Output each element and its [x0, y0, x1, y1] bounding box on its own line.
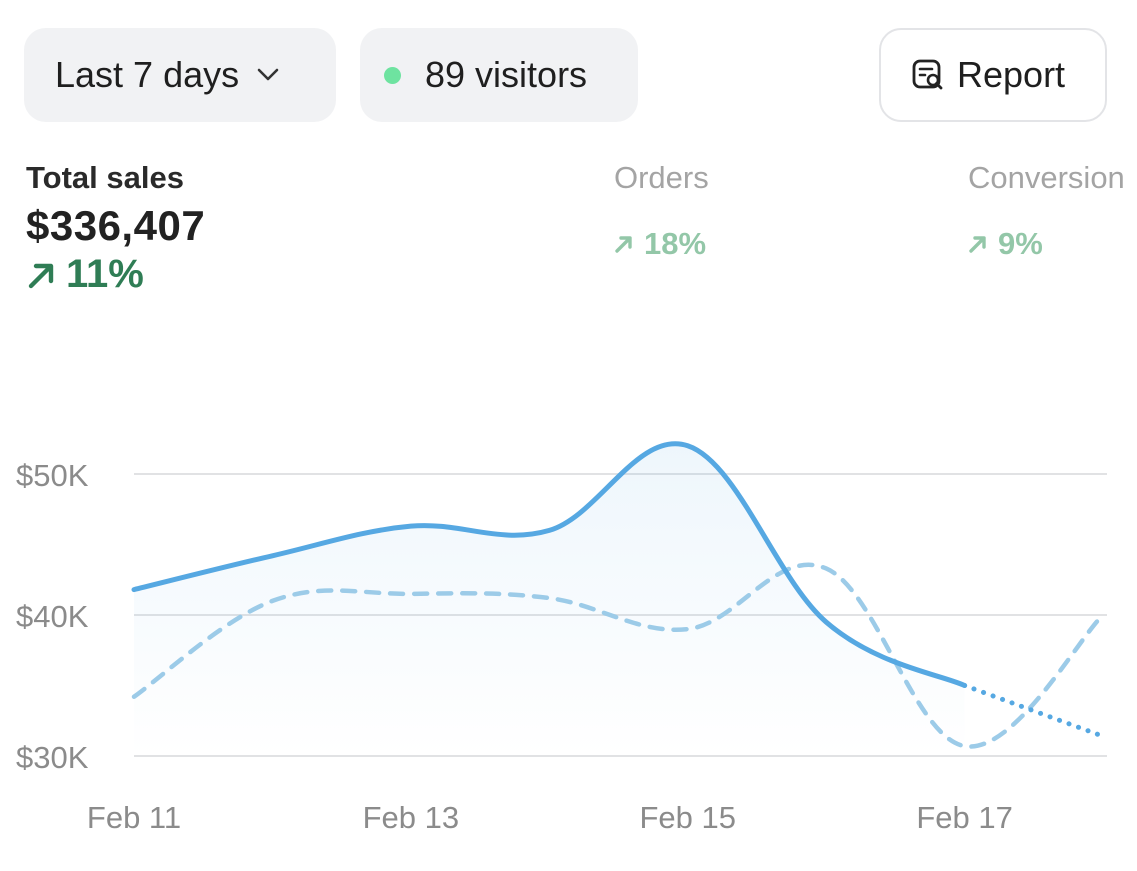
chevron-down-icon — [257, 68, 279, 82]
metric-total-sales[interactable]: Total sales $336,407 11% — [26, 160, 205, 297]
date-range-dropdown[interactable]: Last 7 days — [24, 28, 336, 122]
comparison-series-line — [131, 562, 1106, 749]
sales-line-chart: $50K $40K $30K Feb 11 Feb 13 Feb 15 Feb 17 — [16, 441, 1107, 835]
visitors-badge[interactable]: 89 visitors — [360, 28, 638, 122]
metric-conversion[interactable]: Conversion 9% — [968, 160, 1137, 262]
arrow-up-right-icon — [615, 236, 632, 253]
visitors-count: 89 visitors — [425, 54, 588, 95]
metric-change: 9% — [968, 226, 1137, 262]
metric-value: $336,407 — [26, 202, 206, 249]
metric-label: Orders — [614, 160, 709, 195]
metric-change: 18% — [614, 226, 709, 262]
date-range-label: Last 7 days — [55, 54, 240, 95]
x-tick-label: Feb 13 — [363, 800, 460, 835]
metric-label: Conversion — [968, 160, 1125, 195]
metric-label: Total sales — [26, 160, 184, 195]
metric-change: 11% — [26, 252, 205, 297]
y-tick-label: $40K — [16, 599, 89, 634]
live-dot-icon — [384, 66, 401, 84]
arrow-up-right-icon — [28, 263, 54, 288]
sales-series-area — [134, 443, 965, 756]
y-tick-label: $30K — [16, 740, 89, 775]
report-search-icon — [911, 58, 945, 92]
x-tick-label: Feb 11 — [87, 800, 181, 835]
x-tick-label: Feb 15 — [639, 800, 736, 835]
report-label: Report — [957, 54, 1066, 95]
y-tick-label: $50K — [16, 458, 89, 493]
arrow-up-right-icon — [969, 236, 986, 253]
x-tick-label: Feb 17 — [916, 800, 1013, 835]
report-button[interactable]: Report — [879, 28, 1107, 122]
sales-series-projection — [962, 683, 1106, 739]
metric-orders[interactable]: Orders 18% — [614, 160, 709, 262]
sales-series-line — [131, 441, 968, 688]
